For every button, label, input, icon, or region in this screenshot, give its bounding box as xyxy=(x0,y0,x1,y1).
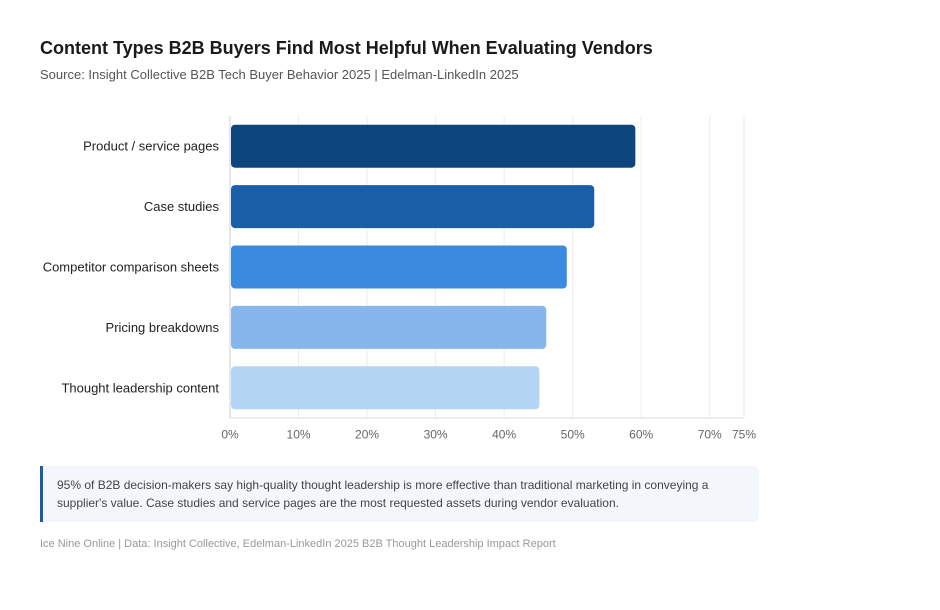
x-tick-label: 0% xyxy=(221,428,239,442)
category-label: Case studies xyxy=(144,199,220,214)
bar xyxy=(231,366,540,410)
bar xyxy=(231,124,636,168)
x-tick-label: 50% xyxy=(561,428,585,442)
category-label: Pricing breakdowns xyxy=(106,320,220,335)
bar-chart: Product / service pages Case studies Compe… xyxy=(43,116,756,442)
callout-text: 95% of B2B decision-makers say high-qual… xyxy=(57,478,709,510)
insight-callout: 95% of B2B decision-makers say high-qual… xyxy=(40,466,759,522)
x-tick-label: 75% xyxy=(732,428,756,442)
category-label: Thought leadership content xyxy=(61,380,219,395)
footer-credit: Ice Nine Online | Data: Insight Collecti… xyxy=(40,538,556,550)
x-tick-label: 30% xyxy=(424,428,448,442)
x-tick-label: 70% xyxy=(698,428,722,442)
bar xyxy=(231,245,567,289)
x-tick-label: 20% xyxy=(355,428,379,442)
chart-source: Source: Insight Collective B2B Tech Buye… xyxy=(40,67,519,82)
bar xyxy=(231,305,547,349)
x-tick-label: 10% xyxy=(287,428,311,442)
category-label: Competitor comparison sheets xyxy=(43,260,220,275)
bar xyxy=(231,185,595,229)
x-tick-label: 60% xyxy=(629,428,653,442)
category-label: Product / service pages xyxy=(83,139,219,154)
x-tick-label: 40% xyxy=(492,428,516,442)
chart-title: Content Types B2B Buyers Find Most Helpf… xyxy=(40,38,653,58)
